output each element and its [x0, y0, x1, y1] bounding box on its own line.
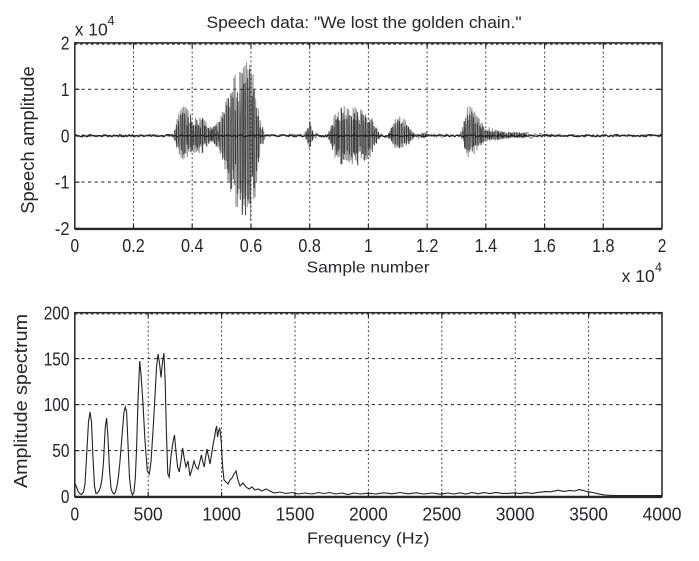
svg-text:2500: 2500	[422, 505, 461, 525]
svg-text:4: 4	[655, 261, 662, 275]
svg-text:2000: 2000	[349, 505, 388, 525]
svg-text:0.4: 0.4	[181, 236, 204, 256]
svg-text:x 10: x 10	[622, 266, 655, 286]
svg-text:50: 50	[52, 441, 69, 461]
svg-text:Frequency (Hz): Frequency (Hz)	[307, 530, 429, 547]
svg-text:1.6: 1.6	[533, 236, 556, 256]
svg-text:0.6: 0.6	[240, 236, 263, 256]
svg-text:x 10: x 10	[75, 20, 108, 40]
svg-text:Sample number: Sample number	[307, 260, 431, 277]
svg-text:1: 1	[364, 236, 373, 256]
svg-text:4000: 4000	[643, 505, 682, 525]
svg-text:1.2: 1.2	[416, 236, 439, 256]
svg-text:3000: 3000	[496, 505, 535, 525]
svg-text:0: 0	[61, 126, 70, 146]
svg-text:Speech data: "We lost the gold: Speech data: "We lost the golden chain."	[207, 14, 522, 32]
svg-text:0: 0	[71, 505, 80, 525]
svg-text:200: 200	[44, 303, 70, 323]
svg-text:1000: 1000	[202, 505, 241, 525]
svg-text:150: 150	[44, 349, 70, 369]
svg-text:0: 0	[61, 487, 70, 507]
svg-text:1: 1	[61, 80, 70, 100]
svg-text:1500: 1500	[276, 505, 315, 525]
svg-text:3500: 3500	[569, 505, 608, 525]
svg-text:2: 2	[61, 34, 70, 54]
svg-text:0.8: 0.8	[298, 236, 321, 256]
svg-text:2: 2	[658, 236, 667, 256]
svg-text:Speech amplitude: Speech amplitude	[18, 66, 38, 214]
svg-text:Amplitude spectrum: Amplitude spectrum	[11, 314, 31, 488]
svg-text:-1: -1	[55, 173, 70, 193]
svg-text:1.4: 1.4	[475, 236, 498, 256]
svg-text:-2: -2	[55, 219, 70, 239]
svg-text:100: 100	[44, 395, 70, 415]
svg-text:0.2: 0.2	[122, 236, 145, 256]
svg-text:0: 0	[71, 236, 80, 256]
svg-text:500: 500	[134, 505, 163, 525]
svg-text:1.8: 1.8	[592, 236, 615, 256]
svg-text:4: 4	[108, 14, 115, 28]
